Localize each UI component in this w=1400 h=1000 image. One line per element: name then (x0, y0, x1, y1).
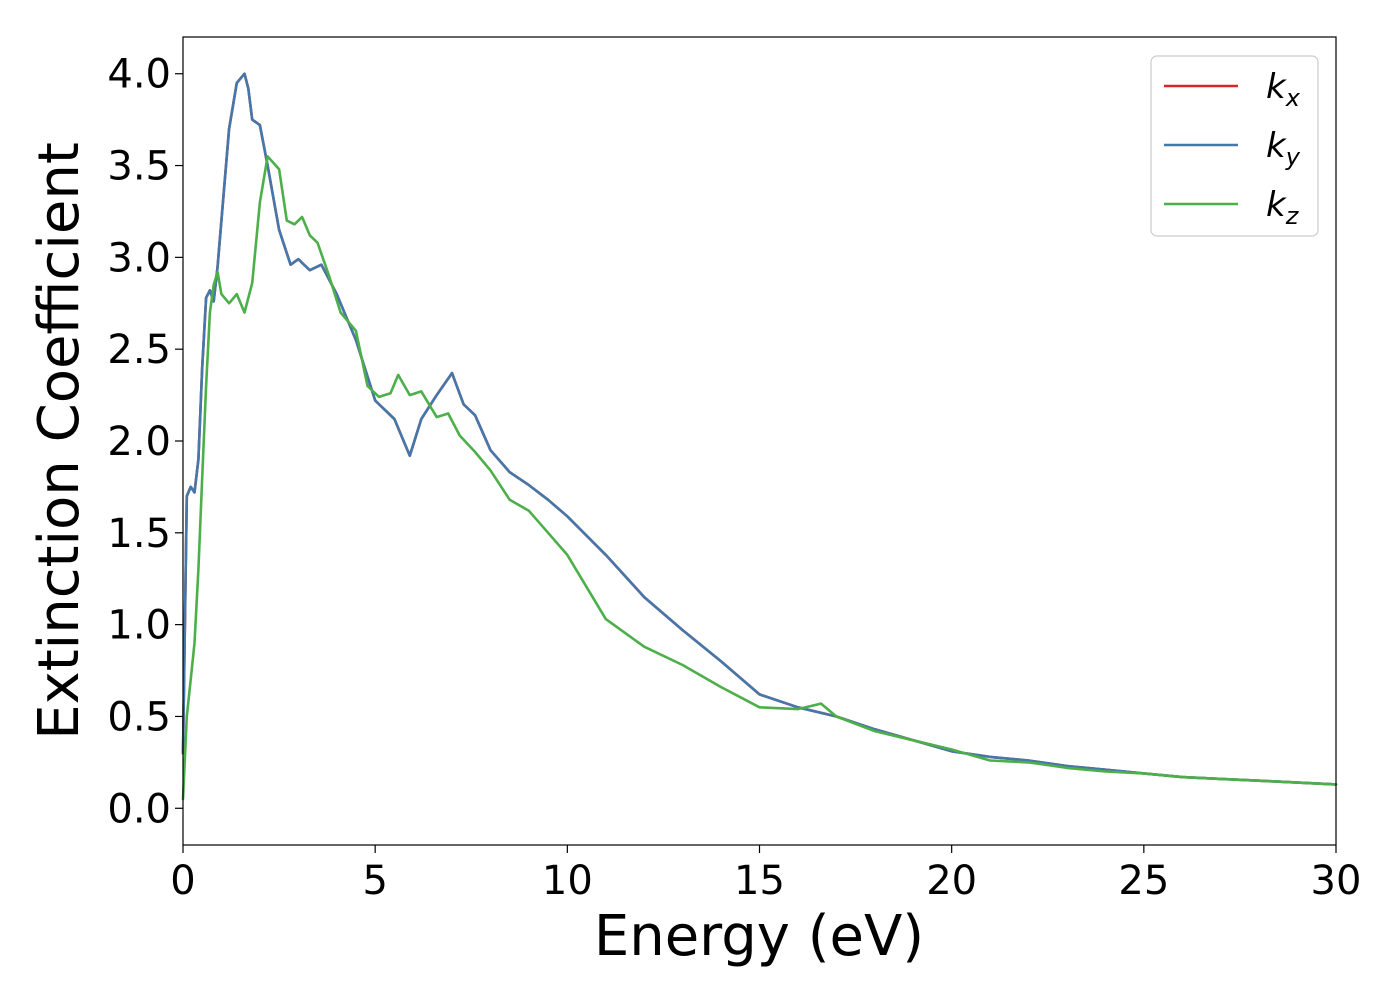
legend-label-base: k (1266, 126, 1287, 166)
y-axis-ticks: 0.0 0.5 1.0 1.5 2.0 2.5 3.0 3.5 4.0 (107, 52, 183, 832)
legend-item-z: kz (1164, 185, 1300, 230)
y-tick-label: 1.0 (107, 603, 171, 649)
x-tick-label: 5 (362, 858, 387, 904)
y-axis-label: Extinction Coefficient (27, 142, 92, 740)
x-tick-label: 10 (542, 858, 593, 904)
series-line-z (181, 155, 1338, 801)
y-tick-label: 0.0 (107, 786, 171, 832)
y-tick-label: 2.5 (107, 327, 171, 373)
legend-item-y: ky (1164, 126, 1301, 171)
y-tick-label: 2.0 (107, 419, 171, 465)
y-tick-label: 0.5 (107, 694, 171, 740)
x-axis-label: Energy (eV) (594, 904, 924, 969)
x-tick-label: 30 (1311, 858, 1362, 904)
x-tick-label: 15 (734, 858, 785, 904)
legend-label: ky (1266, 126, 1301, 171)
legend-label-subscript: x (1285, 84, 1301, 112)
y-tick-label: 3.5 (107, 144, 171, 190)
legend-label: kz (1266, 185, 1300, 230)
y-tick-label: 4.0 (107, 52, 171, 98)
legend-item-x: kx (1164, 67, 1301, 112)
x-tick-label: 25 (1118, 858, 1169, 904)
legend-label-subscript: y (1285, 143, 1301, 171)
x-tick-label: 0 (170, 858, 195, 904)
legend-label: kx (1266, 67, 1301, 112)
x-axis-ticks: 0 5 10 15 20 25 30 (170, 845, 1361, 904)
legend-label-subscript: z (1285, 202, 1300, 230)
y-tick-label: 1.5 (107, 511, 171, 557)
x-tick-label: 20 (926, 858, 977, 904)
legend-label-base: k (1266, 185, 1287, 225)
y-tick-label: 3.0 (107, 235, 171, 281)
legend-label-base: k (1266, 67, 1287, 107)
series-layer (181, 72, 1338, 801)
